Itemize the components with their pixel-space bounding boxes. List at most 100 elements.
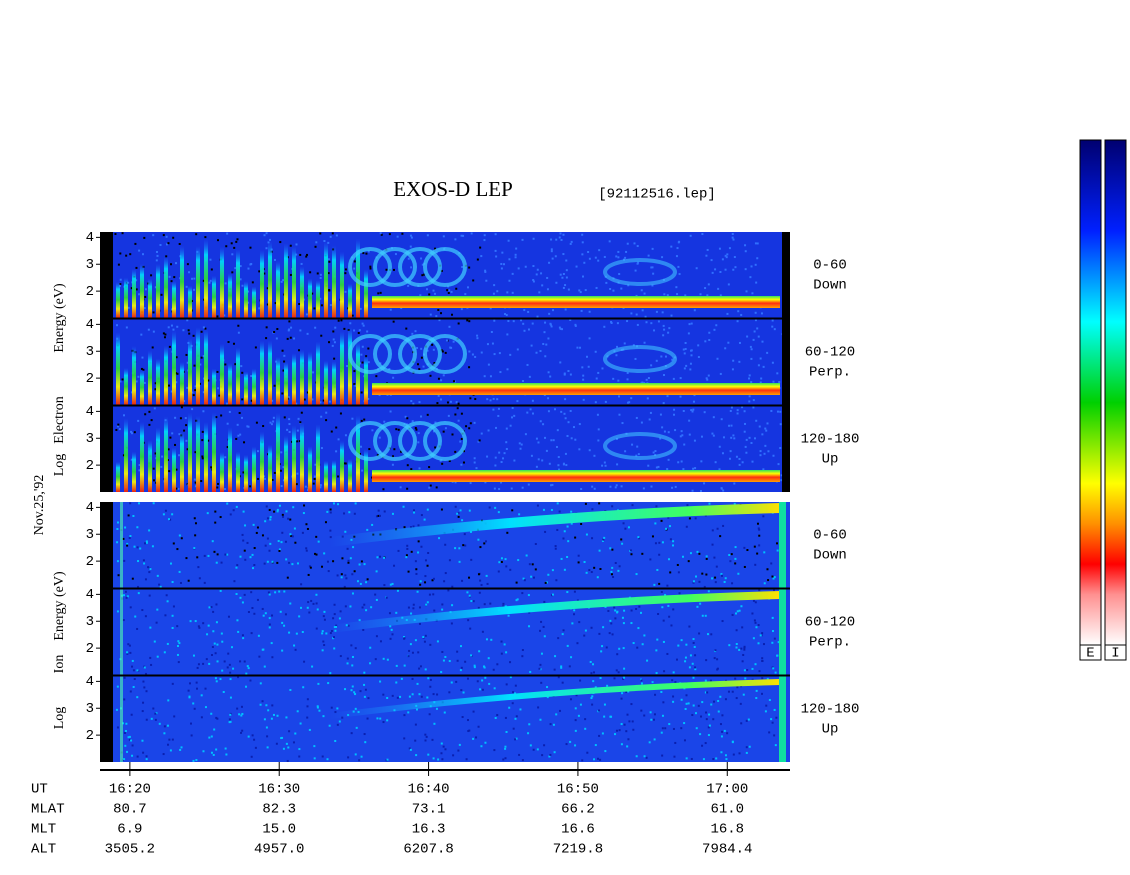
texture: [126, 750, 129, 753]
texture: [587, 250, 590, 253]
texture: [123, 559, 126, 562]
texture: [167, 448, 170, 451]
y-tick-label: 4: [86, 587, 94, 603]
texture: [378, 394, 381, 397]
texture: [315, 627, 318, 630]
texture: [714, 581, 717, 584]
texture: [229, 678, 232, 681]
texture: [636, 323, 639, 326]
texture: [579, 679, 582, 682]
texture: [547, 371, 550, 374]
texture: [177, 640, 180, 643]
texture: [407, 570, 410, 573]
texture: [493, 687, 496, 690]
streak: [236, 347, 240, 405]
texture: [434, 446, 437, 449]
texture: [259, 682, 262, 685]
texture: [523, 309, 526, 312]
texture: [575, 265, 578, 268]
texture: [271, 704, 274, 707]
texture: [127, 643, 130, 646]
texture: [567, 421, 570, 424]
texture: [706, 248, 709, 251]
texture: [399, 486, 402, 489]
texture: [717, 287, 720, 290]
texture: [728, 644, 731, 647]
texture: [244, 558, 247, 561]
texture: [554, 255, 557, 258]
texture: [472, 710, 475, 713]
texture: [577, 561, 580, 564]
texture: [751, 460, 754, 463]
texture: [144, 295, 147, 298]
texture: [569, 373, 572, 376]
texture: [550, 594, 553, 597]
texture: [650, 718, 653, 721]
texture: [562, 462, 565, 465]
texture: [400, 677, 403, 680]
texture: [135, 288, 138, 291]
texture: [721, 574, 724, 577]
texture: [286, 337, 289, 340]
texture: [154, 286, 157, 289]
texture: [493, 353, 496, 356]
texture: [461, 265, 464, 268]
texture: [282, 369, 285, 372]
texture: [347, 559, 350, 562]
texture: [288, 561, 291, 564]
texture: [754, 563, 757, 566]
texture: [285, 558, 288, 561]
texture: [180, 537, 183, 540]
texture: [461, 519, 464, 522]
texture: [731, 368, 734, 371]
texture: [433, 292, 436, 295]
texture: [145, 755, 148, 758]
texture: [474, 355, 477, 358]
texture: [138, 502, 141, 505]
texture: [719, 372, 722, 375]
texture: [695, 575, 698, 578]
texture: [217, 482, 220, 485]
texture: [507, 239, 510, 242]
texture: [684, 294, 687, 297]
texture: [496, 290, 499, 293]
texture: [550, 439, 553, 442]
texture: [247, 735, 250, 738]
texture: [531, 399, 534, 402]
texture: [319, 486, 322, 489]
texture: [734, 562, 737, 565]
texture: [409, 245, 412, 248]
texture: [636, 245, 639, 248]
texture: [156, 574, 159, 577]
texture: [240, 714, 243, 717]
texture: [392, 320, 395, 323]
edge-strip: [120, 502, 123, 588]
texture: [175, 356, 178, 359]
texture: [312, 602, 315, 605]
texture: [117, 574, 120, 577]
texture: [382, 721, 385, 724]
arc: [398, 334, 442, 374]
texture: [197, 663, 200, 666]
texture: [710, 259, 713, 262]
texture: [176, 548, 179, 551]
texture: [671, 358, 674, 361]
texture: [506, 531, 509, 534]
texture: [429, 643, 432, 646]
texture: [500, 262, 503, 265]
y-tick-label: 2: [86, 371, 94, 387]
texture: [314, 552, 317, 555]
texture: [621, 542, 624, 545]
texture: [166, 642, 169, 645]
texture: [388, 368, 391, 371]
texture: [744, 422, 747, 425]
texture: [346, 365, 349, 368]
texture: [462, 544, 465, 547]
texture: [329, 672, 332, 675]
texture: [162, 332, 165, 335]
texture: [452, 380, 455, 383]
texture: [732, 434, 735, 437]
texture: [172, 605, 175, 608]
texture: [283, 360, 286, 363]
texture: [122, 454, 125, 457]
